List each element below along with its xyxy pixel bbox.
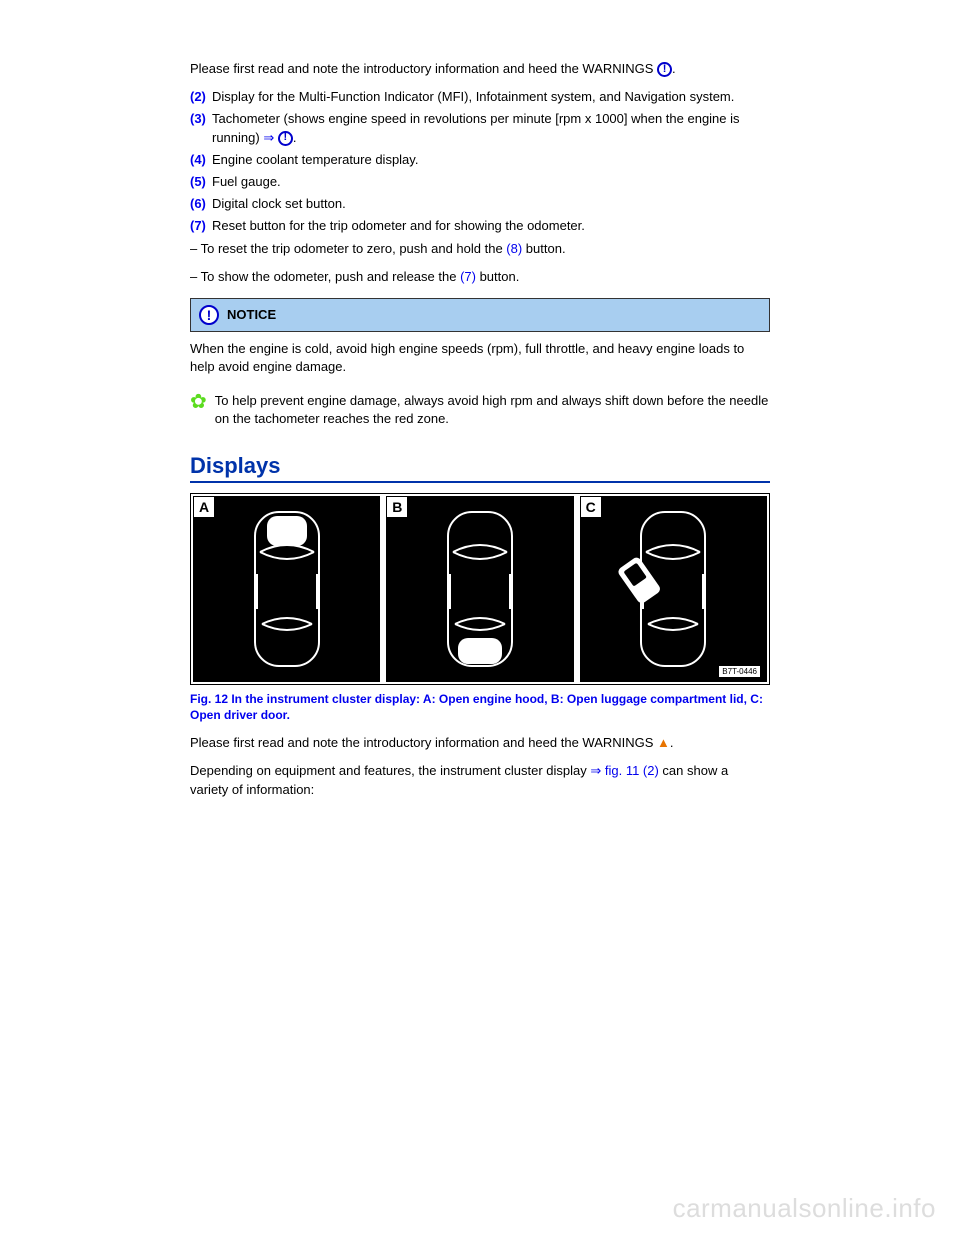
list-bullet: (6): [190, 195, 212, 213]
list-text: Reset button for the trip odometer and f…: [212, 217, 770, 235]
watermark: carmanualsonline.info: [673, 1193, 936, 1224]
post-figure-para-1: Please first read and note the introduct…: [190, 734, 770, 752]
figure-caption: Fig. 12 In the instrument cluster displa…: [190, 691, 770, 725]
notice-circle-icon: !: [278, 131, 293, 146]
panel-c: C B7T: [580, 496, 767, 682]
car-top-icon: [237, 504, 337, 674]
list-3-suffix: .: [293, 130, 297, 145]
figure-number: B7T-0446: [718, 665, 761, 678]
panel-label-a: A: [193, 496, 215, 518]
intro-suffix: .: [672, 61, 676, 76]
list-item-7: (7) Reset button for the trip odometer a…: [190, 217, 770, 235]
list-bullet: (3): [190, 110, 212, 146]
page-content: Please first read and note the introduct…: [0, 0, 960, 799]
list-text: Engine coolant temperature display.: [212, 151, 770, 169]
p2a: – To show the odometer, push and release…: [190, 269, 460, 284]
list-bullet: (2): [190, 88, 212, 106]
sub-para-1: – To reset the trip odometer to zero, pu…: [190, 240, 770, 258]
warning-triangle-icon: ▲: [657, 735, 670, 750]
list-item-5: (5) Fuel gauge.: [190, 173, 770, 191]
notice-circle-icon: !: [657, 62, 672, 77]
figure-12: A B: [190, 493, 770, 685]
sub-para-2: – To show the odometer, push and release…: [190, 268, 770, 286]
list-item-3: (3) Tachometer (shows engine speed in re…: [190, 110, 770, 146]
list-text: Digital clock set button.: [212, 195, 770, 213]
list-bullet: (7): [190, 217, 212, 235]
p2-link[interactable]: (7): [460, 269, 476, 284]
post-figure-para-2: Depending on equipment and features, the…: [190, 762, 770, 798]
car-top-icon: [430, 504, 530, 674]
fig-11-link[interactable]: ⇒ fig. 11 (2): [590, 763, 658, 778]
list-text: Fuel gauge.: [212, 173, 770, 191]
section-rule: [190, 481, 770, 483]
panel-label-c: C: [580, 496, 602, 518]
eco-tip-text: To help prevent engine damage, always av…: [215, 392, 770, 428]
intro-prefix: Please first read and note the introduct…: [190, 61, 657, 76]
list-3-link[interactable]: ⇒: [263, 130, 278, 145]
p1-link[interactable]: (8): [506, 241, 522, 256]
notice-body: When the engine is cold, avoid high engi…: [190, 340, 770, 376]
p1a: – To reset the trip odometer to zero, pu…: [190, 241, 506, 256]
list-bullet: (5): [190, 173, 212, 191]
eco-tip-row: ✿ To help prevent engine damage, always …: [190, 392, 770, 428]
intro-paragraph: Please first read and note the introduct…: [190, 60, 770, 78]
pf1b: .: [670, 735, 674, 750]
section-title-displays: Displays: [190, 453, 770, 479]
pf1a: Please first read and note the introduct…: [190, 735, 657, 750]
list-item-6: (6) Digital clock set button.: [190, 195, 770, 213]
list-item-2: (2) Display for the Multi-Function Indic…: [190, 88, 770, 106]
list-bullet: (4): [190, 151, 212, 169]
figure-panels: A B: [193, 496, 767, 682]
list-text: Tachometer (shows engine speed in revolu…: [212, 110, 770, 146]
flower-icon: ✿: [190, 392, 207, 428]
panel-label-b: B: [386, 496, 408, 518]
p1b: button.: [522, 241, 565, 256]
notice-label: NOTICE: [227, 307, 276, 322]
list-text: Display for the Multi-Function Indicator…: [212, 88, 770, 106]
notice-icon: !: [199, 305, 219, 325]
list-item-4: (4) Engine coolant temperature display.: [190, 151, 770, 169]
panel-a: A: [193, 496, 380, 682]
car-top-icon: [613, 504, 733, 674]
pf2a: Depending on equipment and features, the…: [190, 763, 590, 778]
notice-box: ! NOTICE: [190, 298, 770, 332]
panel-b: B: [386, 496, 573, 682]
p2b: button.: [476, 269, 519, 284]
